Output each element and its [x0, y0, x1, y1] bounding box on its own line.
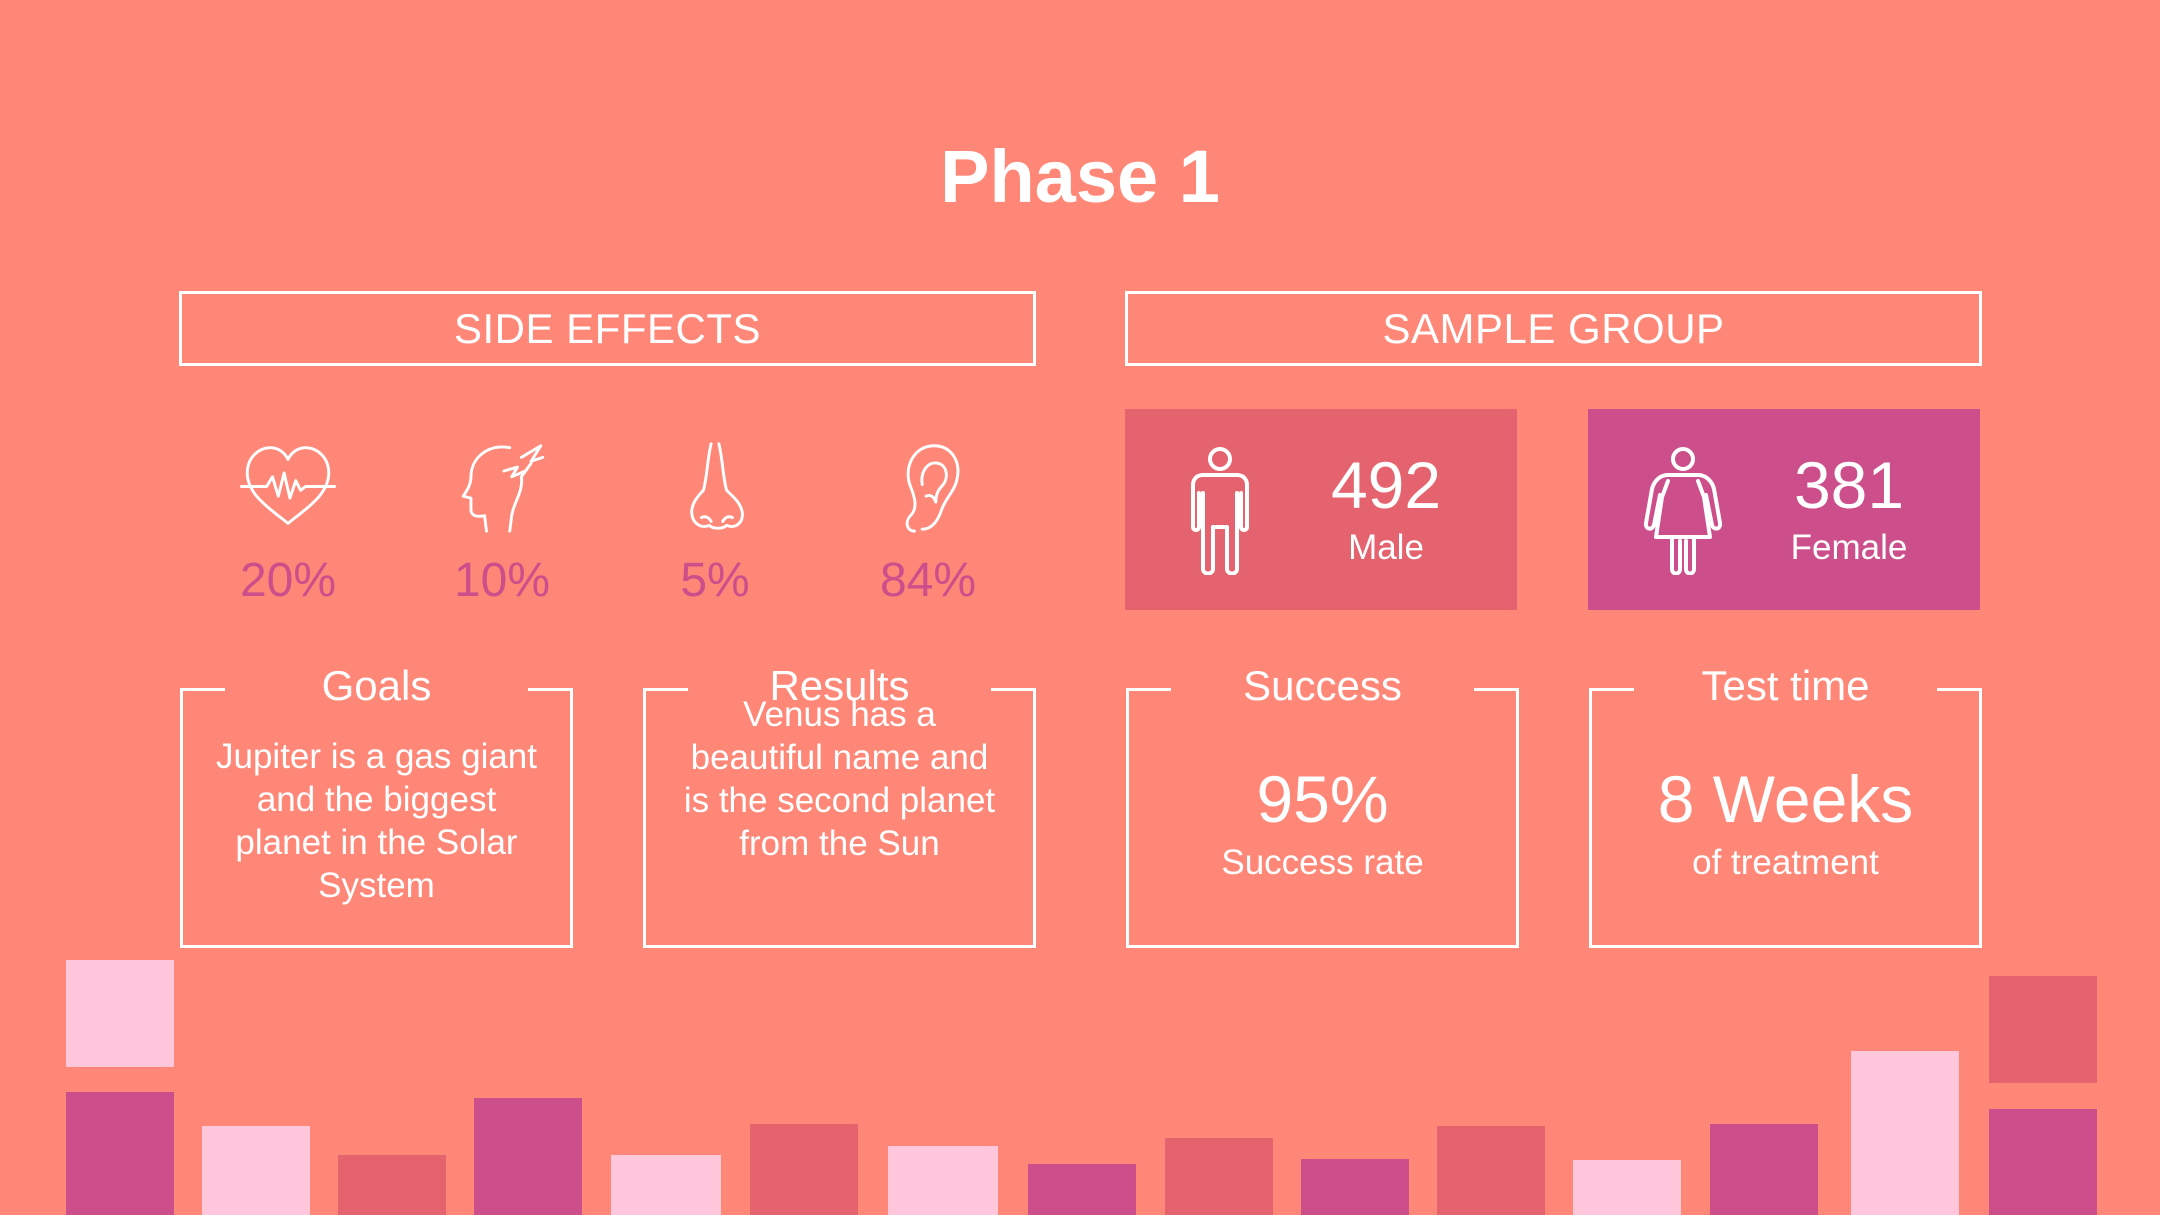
side-effect-percent: 84%: [879, 554, 977, 607]
male-label: Male: [1348, 527, 1424, 567]
headache-icon: [461, 444, 545, 533]
decorative-block: [1573, 1160, 1681, 1215]
test-time-value: 8 Weeks: [1657, 762, 1914, 836]
decorative-block: [1989, 976, 2097, 1083]
success-title: Success: [1243, 662, 1402, 709]
side-effect-percent: 5%: [680, 554, 750, 607]
goals-box: Goals Jupiter is a gas giant and the big…: [180, 662, 573, 948]
female-person-icon: [1643, 446, 1723, 575]
side-effect-item: 84%: [843, 438, 1013, 608]
success-value: 95%: [1256, 762, 1389, 836]
success-caption: Success rate: [1221, 843, 1424, 882]
decorative-block: [1437, 1126, 1545, 1215]
side-effect-percent: 10%: [453, 554, 551, 607]
decorative-block: [66, 1092, 174, 1215]
page-title: Phase 1: [940, 135, 1220, 218]
ear-icon: [905, 444, 960, 533]
side-effect-item: 5%: [630, 438, 800, 608]
side-effect-percent: 20%: [239, 554, 337, 607]
results-text: Venus has a beautiful name and is the se…: [683, 695, 996, 863]
nose-icon: [690, 442, 744, 530]
decorative-block: [888, 1146, 998, 1215]
goals-title: Goals: [321, 662, 432, 709]
decorative-block: [202, 1126, 310, 1215]
test-time-caption: of treatment: [1692, 843, 1879, 882]
decorative-block: [1028, 1164, 1136, 1215]
side-effect-item: 10%: [417, 438, 587, 608]
results-title: Results: [769, 662, 910, 709]
side-effect-item: 20%: [203, 438, 373, 608]
male-count: 492: [1330, 447, 1442, 522]
results-box: Results Venus has a beautiful name and i…: [643, 662, 1036, 948]
goals-text: Jupiter is a gas giant and the biggest p…: [215, 737, 537, 905]
decorative-block: [1301, 1159, 1409, 1215]
decorative-block: [1851, 1051, 1959, 1215]
test-time-box: Test time 8 Weeks of treatment: [1589, 662, 1982, 948]
female-count: 381: [1793, 447, 1905, 522]
female-card: 381 Female: [1588, 409, 1980, 610]
decorative-block: [1710, 1124, 1818, 1215]
decorative-block: [66, 960, 174, 1067]
decorative-block: [750, 1124, 858, 1215]
sample-group-header: SAMPLE GROUP: [1125, 291, 1982, 366]
male-card: 492 Male: [1125, 409, 1517, 610]
decorative-block: [1989, 1109, 2097, 1215]
decorative-block: [611, 1155, 721, 1215]
side-effects-header: SIDE EFFECTS: [179, 291, 1036, 366]
success-box: Success 95% Success rate: [1126, 662, 1519, 948]
male-person-icon: [1191, 446, 1249, 575]
decorative-block: [474, 1098, 582, 1215]
decorative-block: [1165, 1138, 1273, 1215]
female-label: Female: [1790, 527, 1908, 567]
test-time-title: Test time: [1701, 662, 1870, 709]
decorative-block: [338, 1155, 446, 1215]
heartbeat-icon: [239, 446, 337, 525]
